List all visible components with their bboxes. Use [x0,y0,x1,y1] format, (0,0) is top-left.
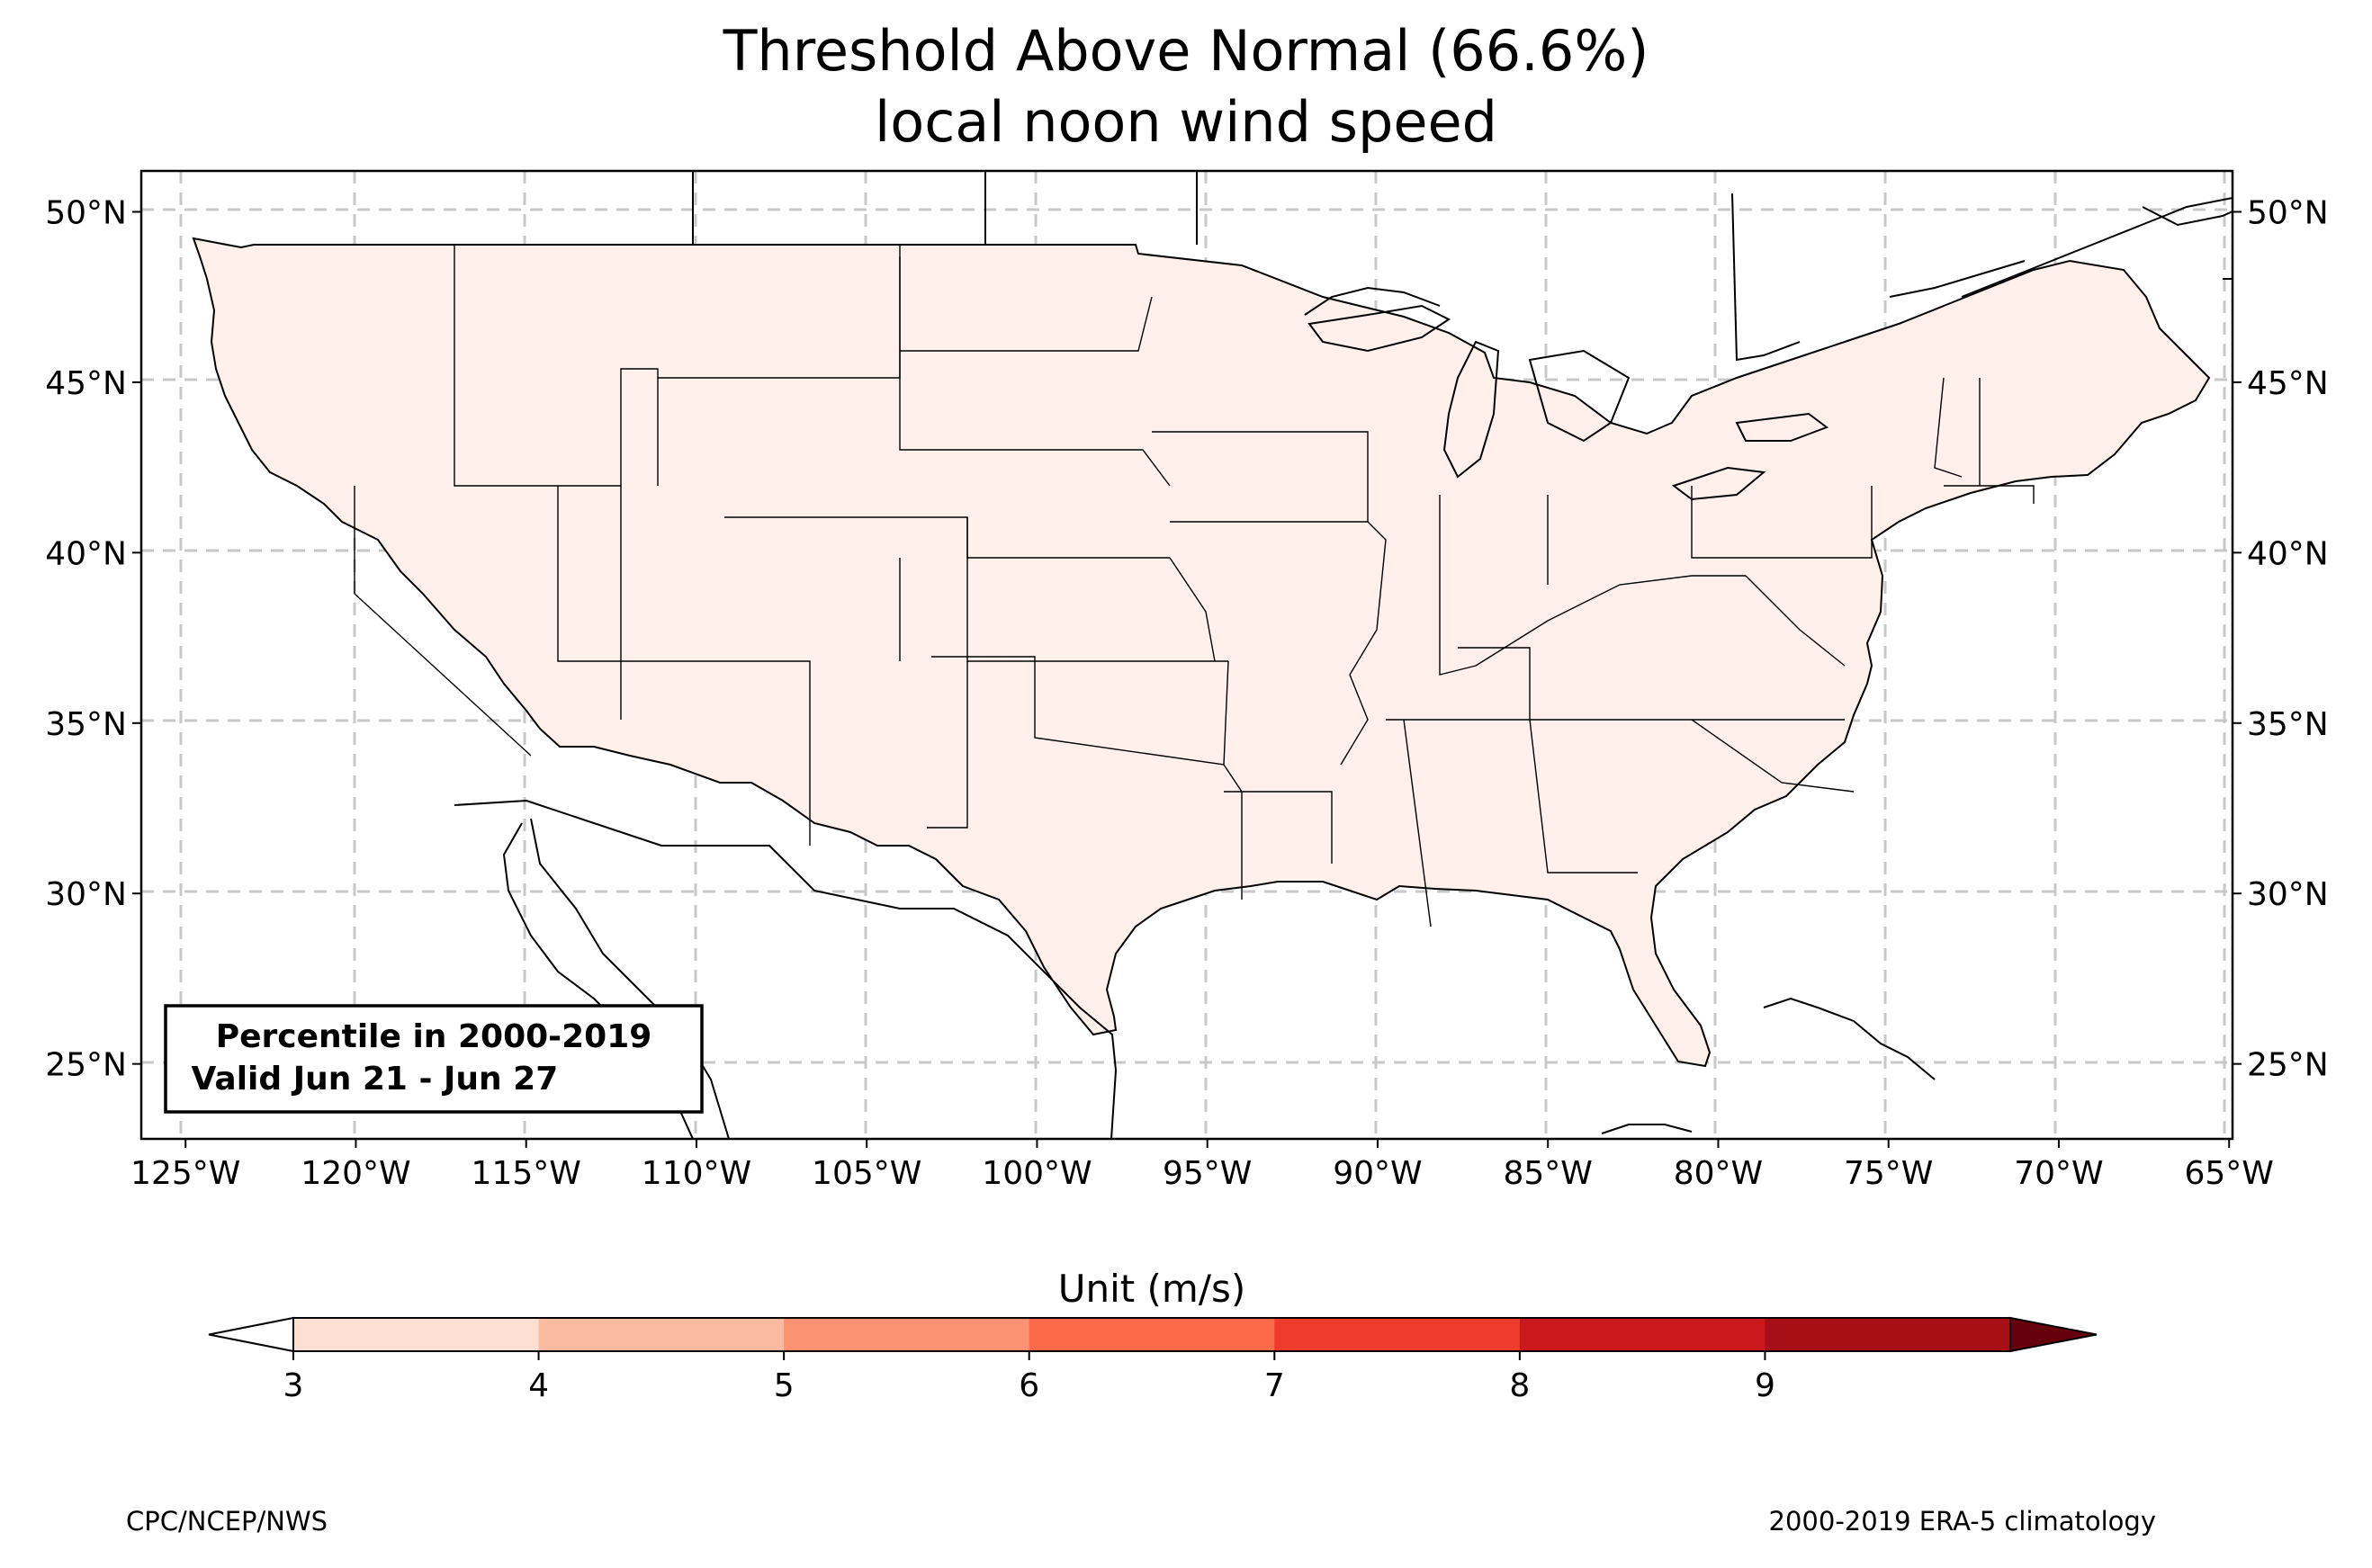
lat-tick-label-left: 50°N [45,194,127,231]
colorbar [208,1316,2098,1353]
footer-left: CPC/NCEP/NWS [126,1506,328,1537]
colorbar-tick-label: 7 [1264,1367,1285,1404]
lon-tick-label: 80°W [1674,1155,1763,1192]
lon-tick-label: 100°W [982,1155,1092,1192]
colorbar-segment [1519,1318,1766,1351]
title-line-1: Threshold Above Normal (66.6%) [723,18,1649,84]
info-box-line-2: Valid Jun 21 - Jun 27 [180,1061,558,1098]
lon-tick-label: 85°W [1504,1155,1593,1192]
map-panel: Percentile in 2000-2019 Valid Jun 21 - J… [139,169,2234,1141]
colorbar-tick-label: 3 [283,1367,304,1404]
colorbar-under-arrow [208,1316,294,1353]
lon-tick-label: 120°W [301,1155,410,1192]
colorbar-segment [1029,1318,1275,1351]
colorbar-over-arrow [2009,1316,2098,1353]
longitude-labels: 125°W 120°W 115°W 110°W 105°W 100°W 95°W 90°W 85… [130,1139,2274,1192]
lon-tick-label: 65°W [2185,1155,2274,1192]
colorbar-tick-label: 4 [528,1367,549,1404]
colorbar-ticks: 3 4 5 6 7 8 9 [283,1351,1775,1404]
footer-right: 2000-2019 ERA-5 climatology [1769,1506,2156,1537]
lat-tick-label-left: 25°N [45,1047,127,1084]
colorbar-segment [1274,1318,1521,1351]
lat-tick-label-right: 25°N [2247,1047,2329,1084]
state-borders [354,245,2035,927]
colorbar-outline [292,1317,2011,1352]
colorbar-segment [293,1318,540,1351]
lon-tick-label: 110°W [642,1155,751,1192]
lat-tick-label-left: 40°N [45,535,127,572]
colorbar-tick-label: 6 [1019,1367,1039,1404]
lat-tick-label-right: 35°N [2247,706,2329,743]
lon-tick-label: 70°W [2014,1155,2103,1192]
lat-tick-label-left: 30°N [45,876,127,913]
lon-tick-label: 95°W [1163,1155,1252,1192]
colorbar-tick-label: 5 [774,1367,795,1404]
colorbar-segment [538,1318,785,1351]
lat-tick-label-left: 45°N [45,365,127,402]
map-frame [139,169,2234,1141]
info-box-line-1: Percentile in 2000-2019 [216,1018,652,1055]
lat-tick-label-right: 30°N [2247,876,2329,913]
lat-tick-label-right: 50°N [2247,194,2329,231]
lon-tick-label: 125°W [130,1155,240,1192]
title-line-2: local noon wind speed [875,89,1497,155]
colorbar-tick-label: 9 [1755,1367,1775,1404]
colorbar-label: Unit (m/s) [1058,1267,1246,1311]
colorbar-segment [1765,1318,2011,1351]
lon-tick-label: 115°W [472,1155,581,1192]
lat-tick-label-right: 40°N [2247,535,2329,572]
lon-tick-label: 75°W [1844,1155,1933,1192]
colorbar-segment [784,1318,1030,1351]
lat-tick-label-right: 45°N [2247,365,2329,402]
lon-tick-label: 105°W [812,1155,921,1192]
latitude-labels-left: 50°N 45°N 40°N 35°N 30°N 25°N [45,194,141,1084]
info-box: Percentile in 2000-2019 Valid Jun 21 - J… [164,1004,704,1114]
lat-tick-label-left: 35°N [45,706,127,743]
latitude-labels-right: 50°N 45°N 40°N 35°N 30°N 25°N [2233,194,2329,1084]
lon-tick-label: 90°W [1333,1155,1422,1192]
colorbar-tick-label: 8 [1509,1367,1530,1404]
